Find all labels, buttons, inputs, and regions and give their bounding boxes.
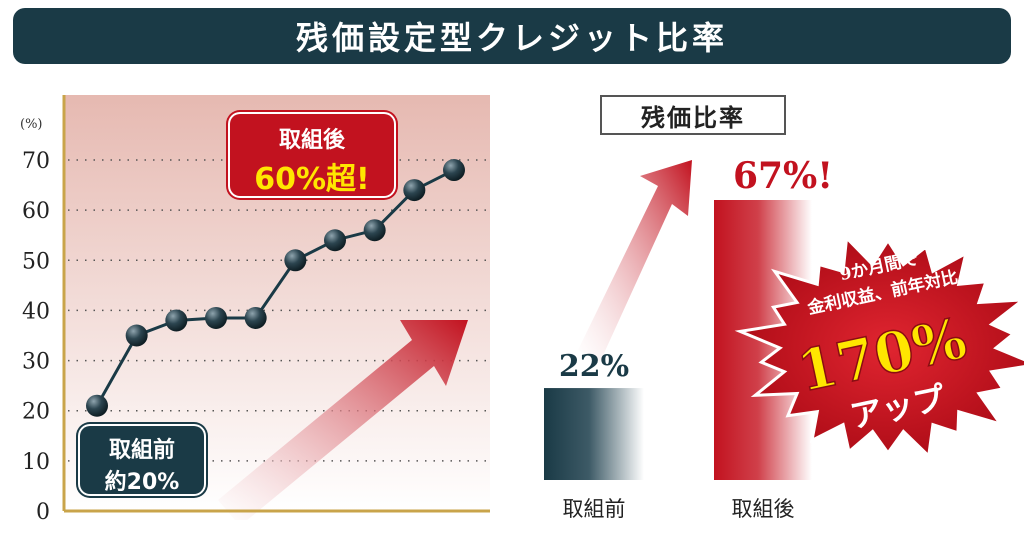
ratio-chart: 22% 取組前 67%! 取組後 9か月間で 金利収益、前年対比 170% アップ (544, 155, 1024, 521)
data-point (86, 394, 108, 417)
y-tick-label: 30 (22, 350, 50, 375)
bar-category-label: 取組後 (732, 497, 795, 521)
before-callout-value: 約20% (104, 470, 180, 495)
growth-arrow (578, 160, 692, 362)
burst-badge: 9か月間で 金利収益、前年対比 170% アップ (734, 234, 1024, 460)
data-point (363, 219, 386, 242)
bar-category-label: 取組前 (563, 497, 626, 521)
bar-value-label: 67%! (733, 155, 833, 197)
y-axis-ticks: 0 10 20 30 40 50 60 70 (22, 149, 50, 520)
data-point (205, 306, 227, 329)
after-callout-label: 取組後 (278, 128, 345, 153)
series-line (95, 168, 455, 407)
after-callout-value: 60%超! (254, 162, 370, 197)
ratio-label: 残価比率 (600, 95, 786, 135)
y-tick-label: 40 (22, 299, 50, 324)
y-axis-unit: (%) (20, 117, 43, 132)
data-point (403, 179, 426, 202)
y-tick-label: 70 (22, 149, 50, 174)
data-point (284, 249, 307, 272)
data-point (125, 324, 148, 347)
data-point (165, 309, 188, 332)
burst-shape (734, 234, 1024, 460)
before-callout-label: 取組前 (108, 438, 175, 463)
bar-value-label: 22% (559, 349, 629, 384)
bar (544, 388, 644, 480)
data-point (324, 229, 346, 252)
y-tick-label: 0 (36, 500, 50, 520)
data-point (244, 306, 267, 329)
series-points (86, 159, 465, 417)
after-callout: 取組後 60%超! (230, 114, 394, 197)
chart-title: 残価設定型クレジット比率 (13, 8, 1011, 64)
data-point (443, 159, 465, 182)
y-tick-label: 60 (22, 199, 50, 224)
trend-arrow (218, 320, 468, 520)
y-tick-label: 20 (22, 400, 50, 425)
y-tick-label: 50 (22, 249, 50, 274)
y-tick-label: 10 (22, 450, 50, 475)
before-callout: 取組前 約20% (80, 426, 204, 495)
